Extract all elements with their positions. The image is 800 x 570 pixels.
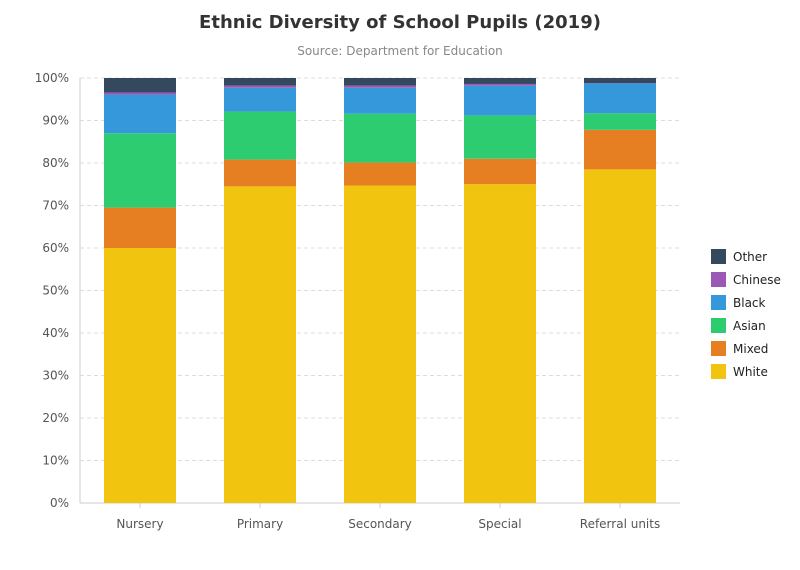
y-tick-label: 20% xyxy=(42,411,69,425)
y-tick-label: 30% xyxy=(42,369,69,383)
legend-label: Asian xyxy=(733,319,766,333)
bar-segment-chinese[interactable] xyxy=(224,85,296,88)
legend-label: Mixed xyxy=(733,342,768,356)
x-tick-label: Special xyxy=(478,517,521,531)
legend-label: White xyxy=(733,365,768,379)
legend-swatch xyxy=(711,341,726,356)
y-tick-label: 70% xyxy=(42,199,69,213)
bar-segment-mixed[interactable] xyxy=(224,159,296,187)
bar-segment-other[interactable] xyxy=(584,78,656,84)
bar-segment-black[interactable] xyxy=(224,87,296,112)
bar-segment-asian[interactable] xyxy=(584,113,656,130)
gridlines xyxy=(80,77,680,461)
legend-item[interactable]: Chinese xyxy=(711,272,781,287)
bars xyxy=(104,78,656,503)
x-tick-labels: Nursery Primary Secondary Special Referral u… xyxy=(116,503,660,531)
y-tick-label: 80% xyxy=(42,156,69,170)
bar-segment-asian[interactable] xyxy=(104,133,176,208)
bar-segment-black[interactable] xyxy=(584,83,656,114)
y-tick-label: 90% xyxy=(42,114,69,128)
bar-segment-asian[interactable] xyxy=(224,111,296,160)
chart-subtitle: Source: Department for Education xyxy=(297,44,503,58)
legend-swatch xyxy=(711,364,726,379)
legend-swatch xyxy=(711,295,726,310)
y-tick-label: 60% xyxy=(42,241,69,255)
bar-segment-other[interactable] xyxy=(104,78,176,93)
legend-label: Other xyxy=(733,250,767,264)
bar-segment-white[interactable] xyxy=(584,169,656,503)
bar-segment-mixed[interactable] xyxy=(104,207,176,248)
y-tick-label: 50% xyxy=(42,284,69,298)
y-tick-label: 10% xyxy=(42,454,69,468)
bar-segment-chinese[interactable] xyxy=(344,85,416,88)
y-tick-label: 0% xyxy=(50,496,69,510)
legend-swatch xyxy=(711,249,726,264)
y-tick-label: 40% xyxy=(42,326,69,340)
bar-segment-mixed[interactable] xyxy=(584,129,656,170)
bar-segment-black[interactable] xyxy=(464,85,536,116)
bar-segment-chinese[interactable] xyxy=(464,83,536,86)
legend-swatch xyxy=(711,318,726,333)
legend: Other Chinese Black Asian Mixed White xyxy=(711,249,781,379)
legend-item[interactable]: Black xyxy=(711,295,766,310)
bar-segment-white[interactable] xyxy=(104,248,176,503)
bar-segment-other[interactable] xyxy=(464,78,536,84)
bar-segment-white[interactable] xyxy=(344,185,416,503)
legend-item[interactable]: Asian xyxy=(711,318,766,333)
bar-segment-other[interactable] xyxy=(224,78,296,86)
bar-segment-other[interactable] xyxy=(344,78,416,86)
y-tick-label: 100% xyxy=(35,71,69,85)
bar-segment-asian[interactable] xyxy=(344,113,416,163)
bar-segment-white[interactable] xyxy=(464,184,536,503)
bar-segment-mixed[interactable] xyxy=(464,158,536,185)
x-tick-label: Primary xyxy=(237,517,283,531)
bar-segment-white[interactable] xyxy=(224,186,296,503)
bar-segment-mixed[interactable] xyxy=(344,162,416,186)
x-tick-label: Secondary xyxy=(348,517,412,531)
legend-item[interactable]: Mixed xyxy=(711,341,768,356)
axes: 0% 10% 20% 30% 40% 50% 60% 70% 80% 90% 100% xyxy=(35,71,680,510)
chart-title: Ethnic Diversity of School Pupils (2019) xyxy=(199,12,601,33)
x-tick-label: Referral units xyxy=(580,517,660,531)
legend-item[interactable]: Other xyxy=(711,249,767,264)
legend-item[interactable]: White xyxy=(711,364,768,379)
bar-segment-chinese[interactable] xyxy=(104,92,176,95)
legend-label: Chinese xyxy=(733,273,781,287)
bar-segment-asian[interactable] xyxy=(464,115,536,159)
bar-segment-black[interactable] xyxy=(104,94,176,134)
x-tick-label: Nursery xyxy=(116,517,163,531)
legend-swatch xyxy=(711,272,726,287)
legend-label: Black xyxy=(733,296,766,310)
bar-segment-black[interactable] xyxy=(344,87,416,114)
